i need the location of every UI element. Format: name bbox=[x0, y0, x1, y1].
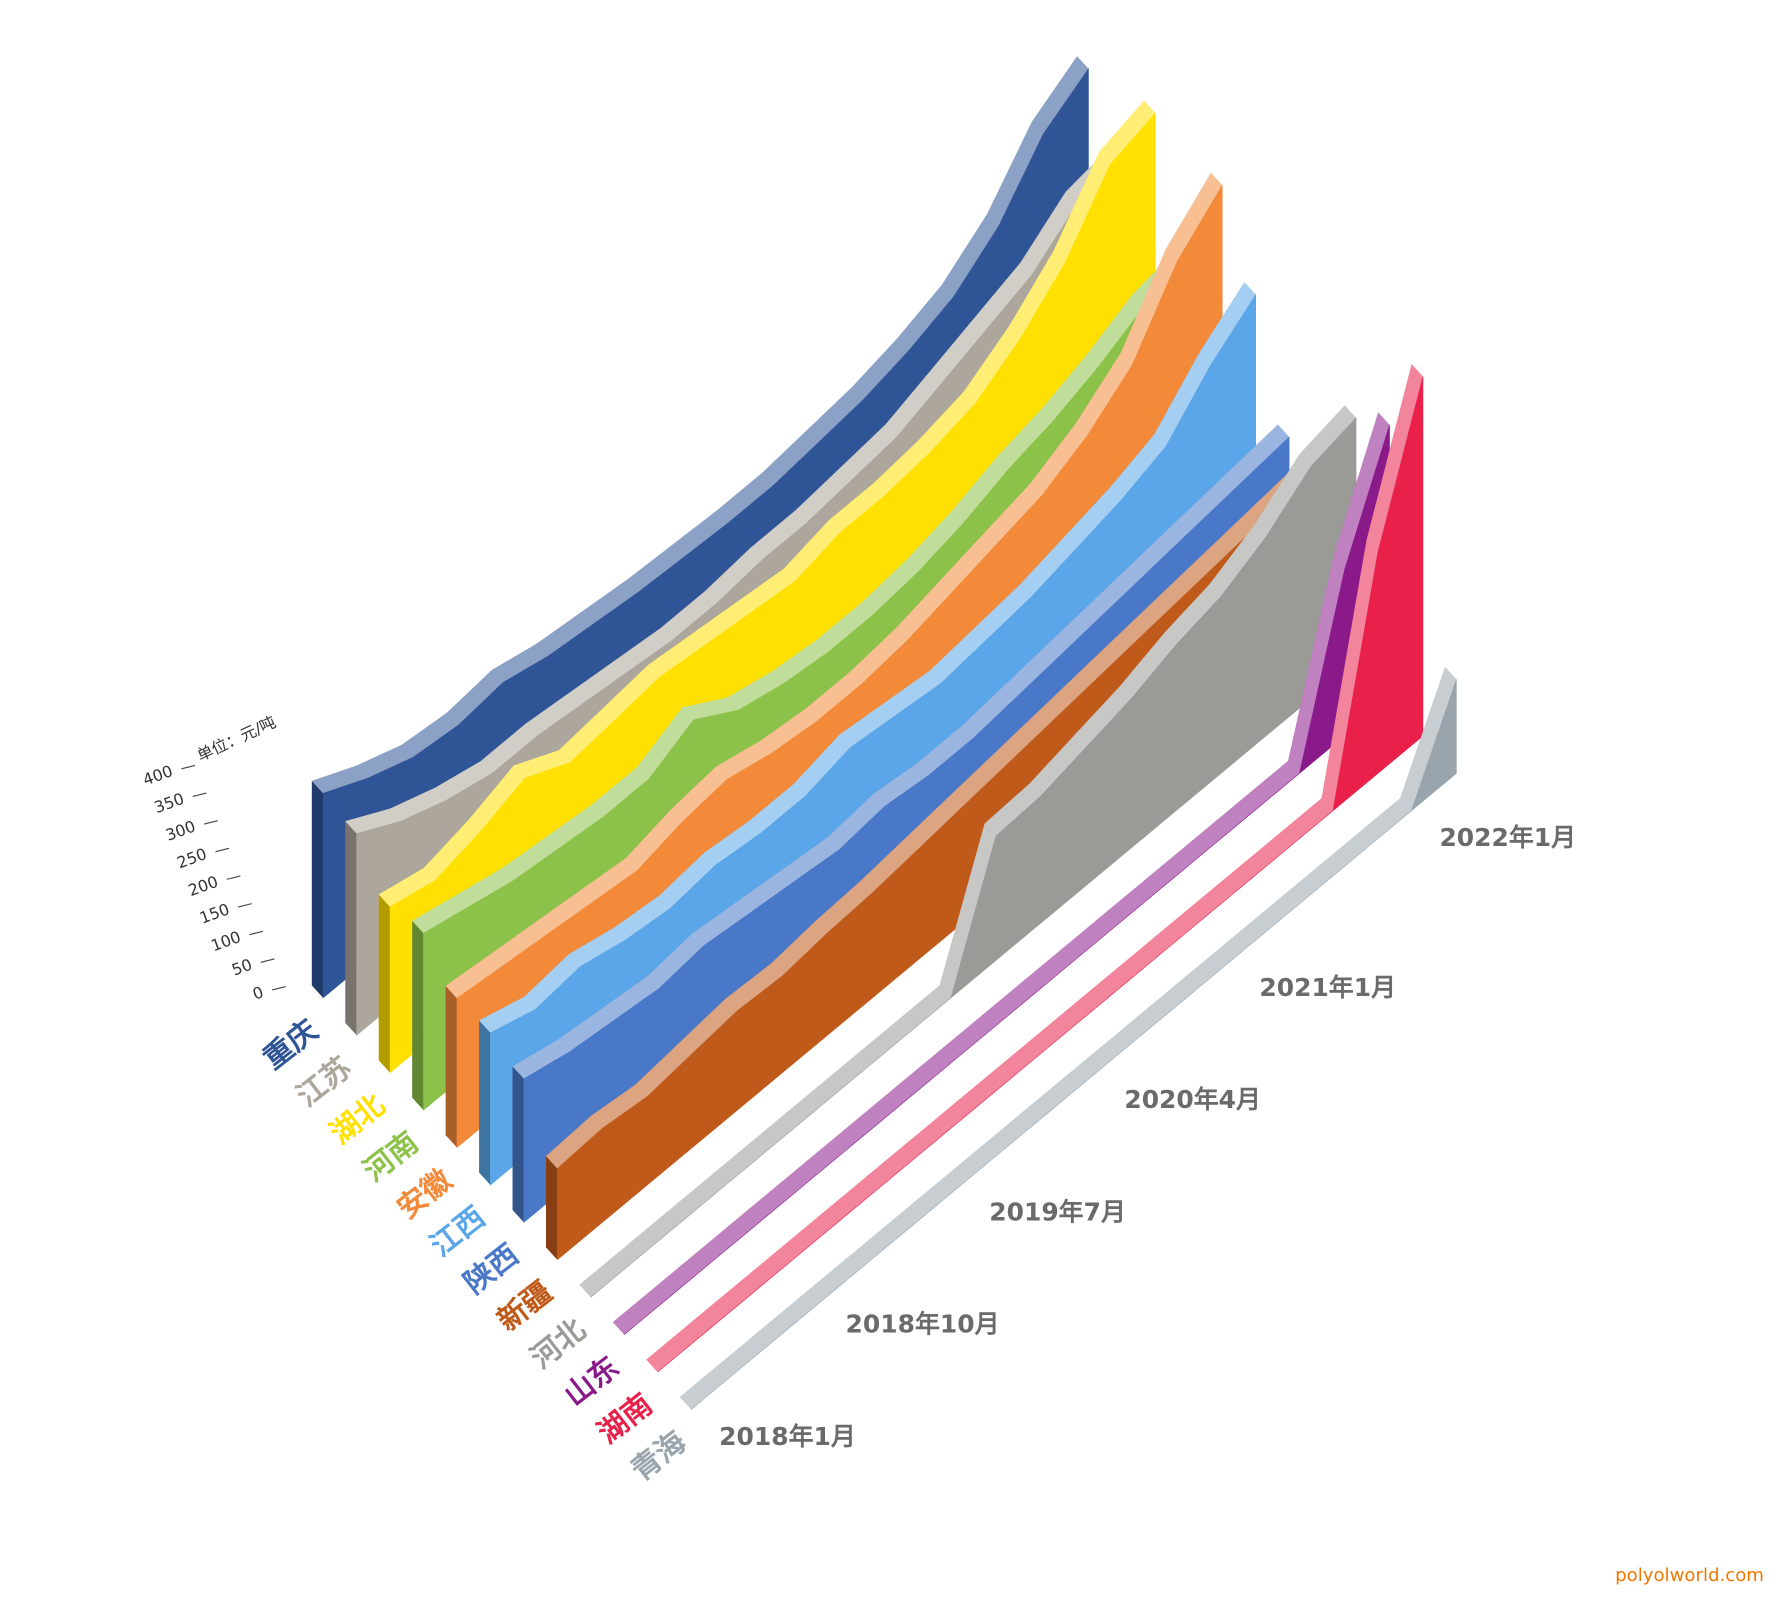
y-tick bbox=[237, 903, 252, 908]
y-tick bbox=[192, 792, 207, 798]
ribbon-top bbox=[545, 450, 1323, 1169]
ribbon-end-shade bbox=[445, 985, 457, 1148]
ribbon-top-light bbox=[679, 666, 1457, 1410]
y-tick-label: 150 bbox=[197, 899, 232, 927]
y-tick-label: 100 bbox=[208, 927, 243, 955]
ribbon-end bbox=[445, 985, 457, 1148]
ribbon-top bbox=[512, 424, 1290, 1079]
y-axis-label: 单位：元/吨 bbox=[194, 712, 279, 765]
y-tick-label: 50 bbox=[229, 955, 254, 980]
legend-label: 山东 bbox=[558, 1350, 625, 1413]
x-tick-label: 2022年1月 bbox=[1439, 823, 1576, 852]
source: polyolworld.com bbox=[1615, 1565, 1764, 1586]
ribbon-top-light bbox=[545, 450, 1323, 1169]
ribbon-end-shade bbox=[311, 780, 324, 998]
y-tick-label: 300 bbox=[163, 816, 198, 844]
y-tick bbox=[215, 847, 230, 853]
x-tick-label: 2019年7月 bbox=[989, 1197, 1126, 1226]
y-tick-label: 200 bbox=[186, 872, 221, 900]
ribbon-end-shade bbox=[479, 1020, 491, 1185]
ribbon-top-light bbox=[512, 424, 1290, 1079]
y-tick bbox=[260, 958, 275, 963]
ribbon-top-light bbox=[579, 405, 1357, 1298]
ribbon-top bbox=[679, 666, 1457, 1410]
y-tick-label: 350 bbox=[152, 789, 187, 817]
ribbon-end bbox=[378, 894, 391, 1073]
ribbon-top bbox=[579, 405, 1357, 1298]
y-tick-label: 250 bbox=[174, 844, 209, 872]
y-tick bbox=[181, 764, 196, 770]
legend-label: 陕西 bbox=[458, 1237, 525, 1300]
y-tick bbox=[203, 820, 218, 825]
legend-label: 江西 bbox=[424, 1200, 491, 1263]
legend-label: 湖南 bbox=[591, 1387, 658, 1450]
ribbon-end bbox=[545, 1156, 558, 1260]
x-tick-label: 2018年1月 bbox=[719, 1422, 856, 1451]
y-tick bbox=[272, 985, 286, 991]
y-tick bbox=[226, 875, 241, 880]
ribbon-end bbox=[512, 1066, 524, 1223]
y-tick-label: 0 bbox=[250, 982, 266, 1003]
ribbon-end bbox=[479, 1020, 491, 1185]
ribbon-end-shade bbox=[512, 1066, 524, 1223]
ribbon-end bbox=[311, 780, 324, 998]
ribbon-end bbox=[345, 821, 357, 1036]
y-tick-label: 400 bbox=[140, 761, 175, 789]
ribbon-end bbox=[412, 920, 424, 1111]
legend-label: 江苏 bbox=[290, 1050, 357, 1113]
x-tick-label: 2020年4月 bbox=[1124, 1085, 1261, 1114]
y-tick bbox=[249, 930, 264, 936]
legend-label: 河南 bbox=[357, 1125, 424, 1188]
legend-label: 新疆 bbox=[491, 1275, 558, 1338]
legend-label: 青海 bbox=[625, 1424, 692, 1487]
ribbon-end-shade bbox=[412, 920, 424, 1111]
ribbon-end-shade bbox=[378, 894, 391, 1073]
x-tick-label: 2021年1月 bbox=[1259, 973, 1396, 1002]
ribbon bbox=[657, 376, 1424, 1373]
ribbon bbox=[690, 679, 1457, 1410]
ribbon-end-shade bbox=[545, 1156, 558, 1260]
ribbon-end-shade bbox=[345, 821, 357, 1036]
x-tick-label: 2018年10月 bbox=[846, 1310, 1000, 1339]
